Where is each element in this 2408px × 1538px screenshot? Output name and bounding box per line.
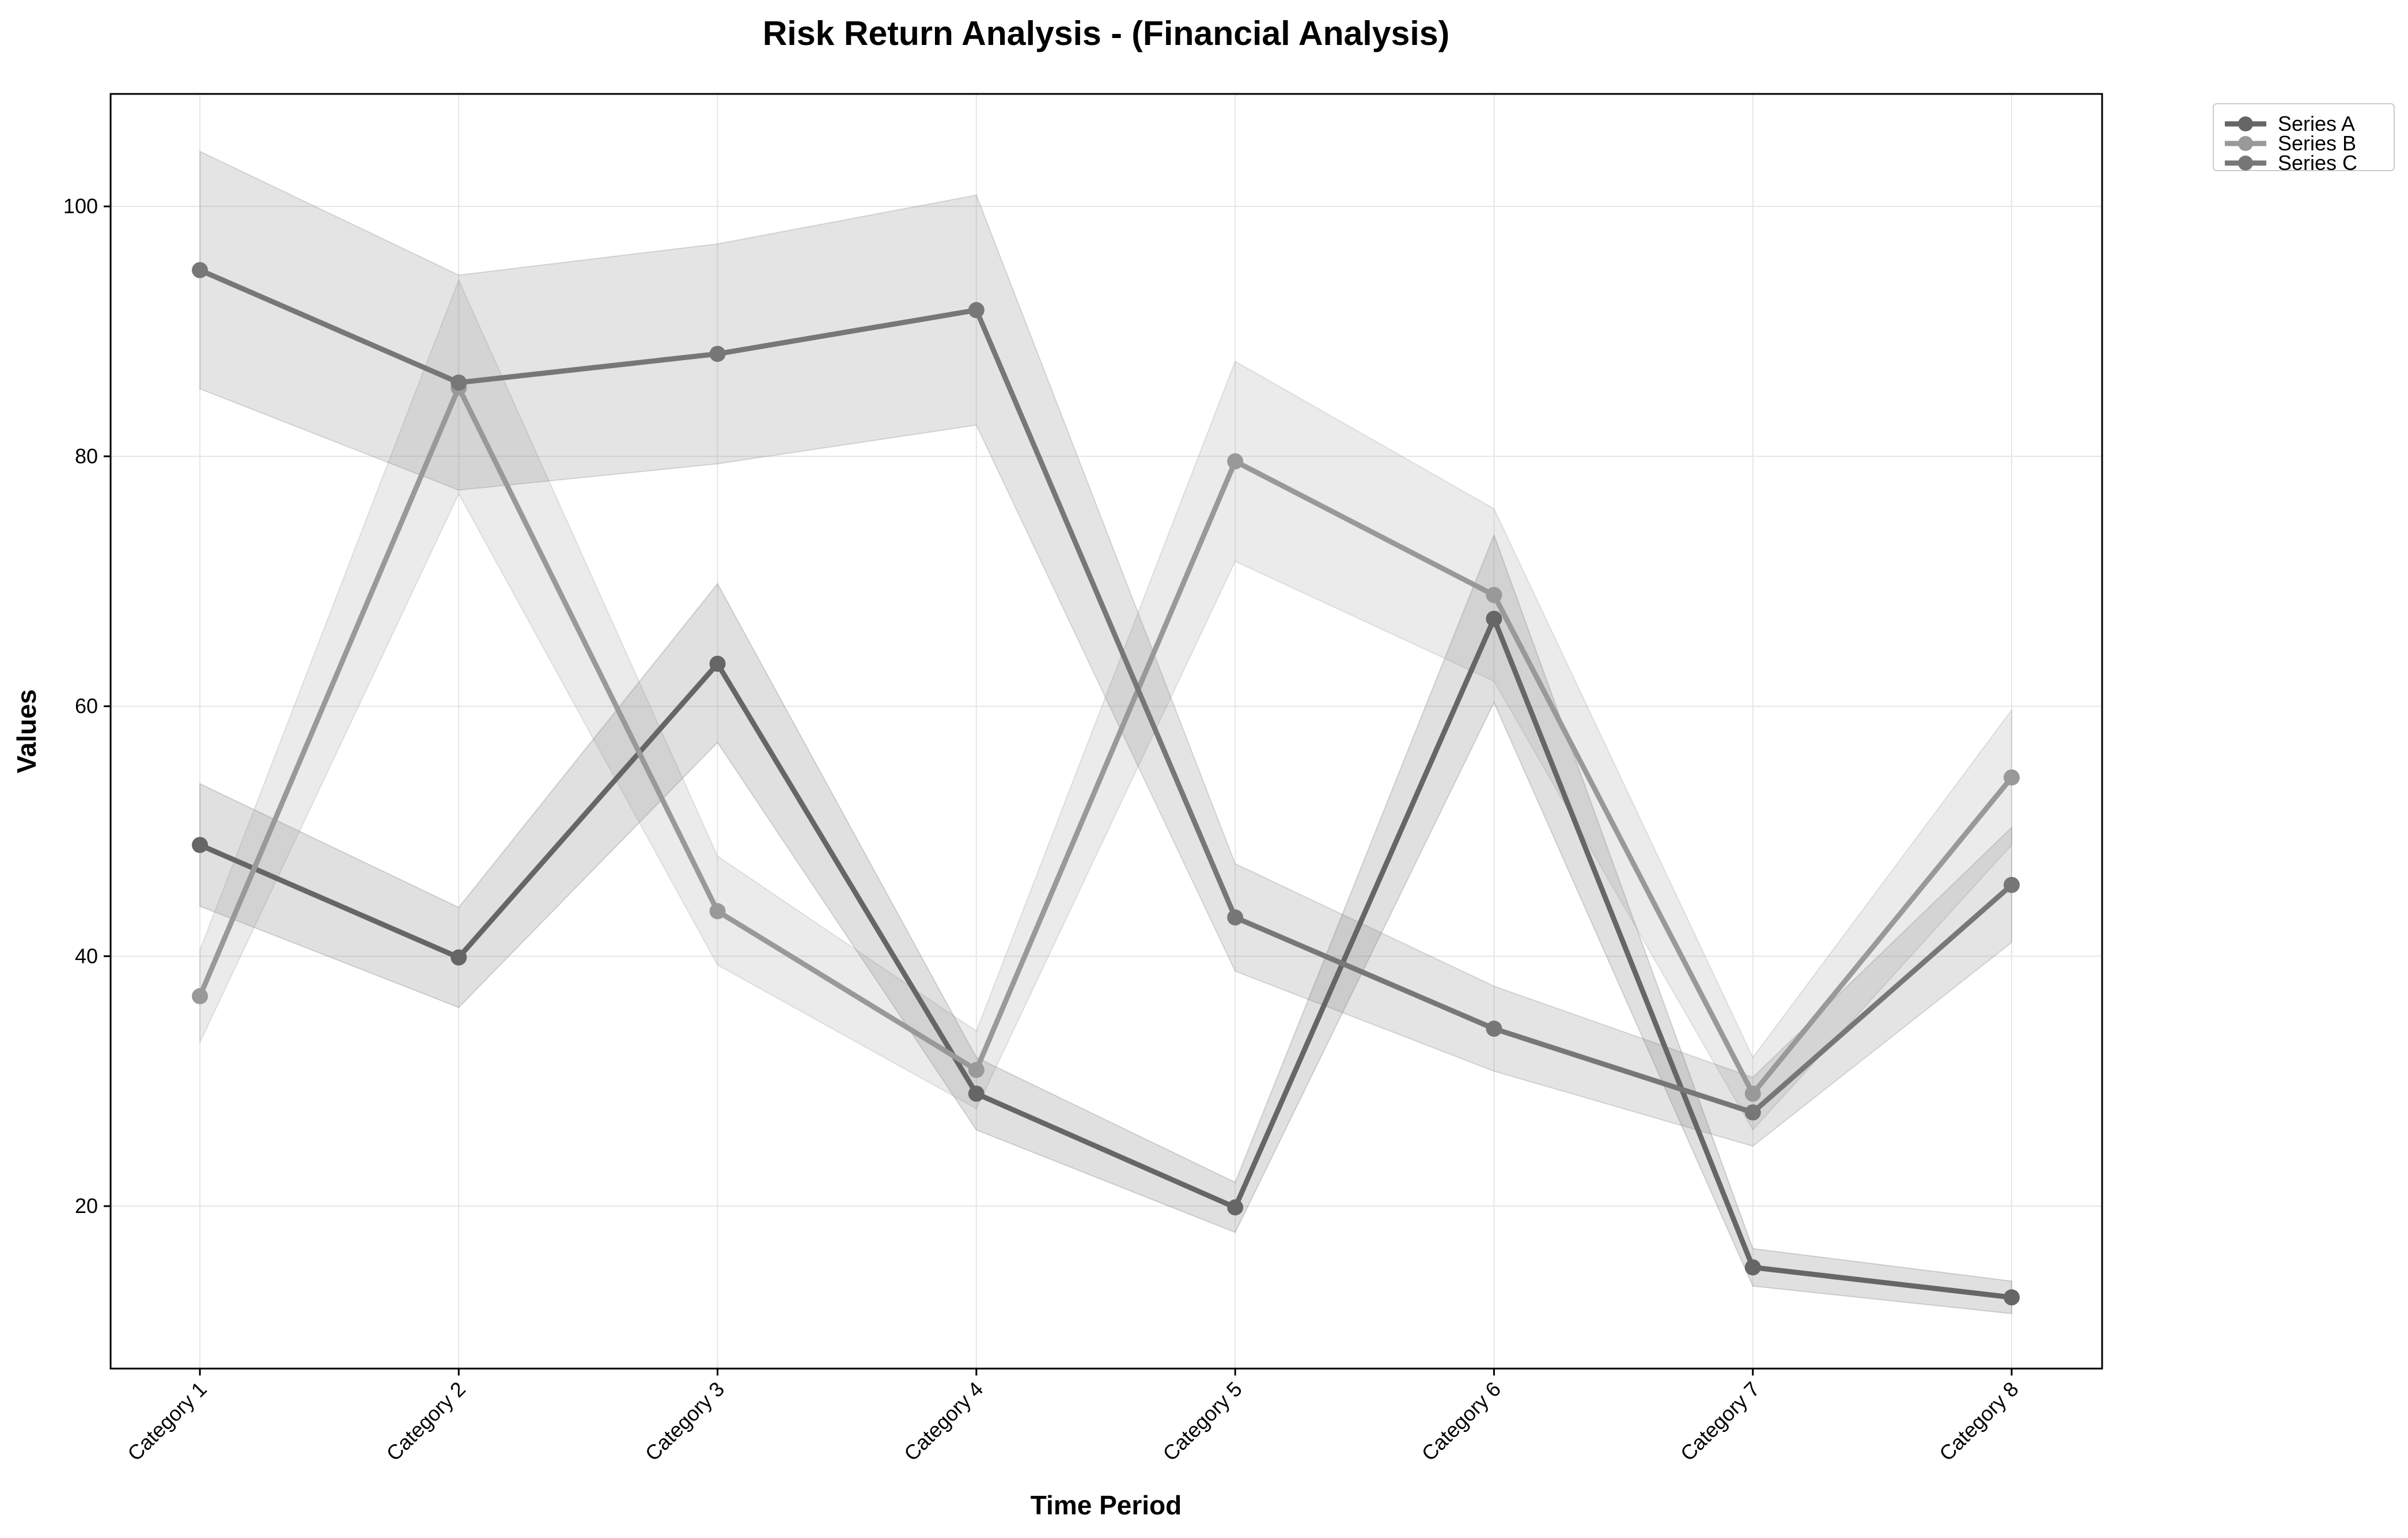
series-c-point xyxy=(192,262,208,278)
x-axis-label: Time Period xyxy=(1031,1490,1182,1520)
series-a-confidence-band xyxy=(199,533,2012,1314)
legend-item-series-a: Series A xyxy=(2225,112,2355,135)
plot-area-frame xyxy=(109,93,2103,1370)
confidence-bands xyxy=(199,150,2012,1314)
legend-swatch-marker xyxy=(2238,136,2253,151)
series-c-point xyxy=(1227,909,1244,926)
series-b-line xyxy=(197,385,2014,1097)
y-tick-label: 40 xyxy=(75,944,98,968)
series-b-point xyxy=(968,1061,985,1078)
series-a-point xyxy=(2004,1289,2020,1306)
series-c-point xyxy=(1486,1021,1502,1037)
y-tick-label: 20 xyxy=(75,1194,98,1218)
y-tick-label: 100 xyxy=(63,194,98,218)
series-a-line xyxy=(199,616,2012,1300)
legend-swatch-marker xyxy=(2238,116,2253,131)
series-a-point xyxy=(1744,1259,1761,1276)
series-a-point xyxy=(968,1085,985,1102)
series-b-point xyxy=(2004,769,2020,786)
series-a-point xyxy=(450,949,467,966)
legend-item-series-b: Series B xyxy=(2225,131,2356,155)
legend-item-series-c: Series C xyxy=(2225,151,2357,175)
legend-swatch-marker xyxy=(2238,156,2253,171)
series-c-confidence-band xyxy=(199,150,2012,1147)
series-b-point xyxy=(709,903,726,920)
y-tick-label: 80 xyxy=(75,444,98,468)
series-c-point xyxy=(1744,1104,1761,1121)
series-c-point xyxy=(450,374,467,391)
series-c-point xyxy=(2004,876,2020,893)
series-lines xyxy=(197,267,2014,1300)
series-a-point xyxy=(1227,1199,1244,1216)
series-b-point xyxy=(1486,587,1502,603)
y-axis-label: Values xyxy=(12,689,41,773)
series-b-point xyxy=(1227,453,1244,470)
y-tick-label: 60 xyxy=(75,694,98,718)
series-c-point xyxy=(709,346,726,362)
series-b-confidence-band xyxy=(199,278,2012,1131)
series-c-line xyxy=(199,267,2013,1115)
series-a-point xyxy=(709,655,726,672)
chart-title: Risk Return Analysis - (Financial Analys… xyxy=(763,14,1449,52)
series-b-point xyxy=(1744,1085,1761,1102)
y-axis-ticks: 20 40 60 80 100 xyxy=(63,194,111,1218)
legend-label: Series C xyxy=(2278,151,2357,175)
series-a-point xyxy=(192,837,208,853)
legend-label: Series B xyxy=(2278,131,2356,155)
series-b-point xyxy=(192,988,208,1004)
series-points xyxy=(192,262,2020,1306)
legend-box xyxy=(2213,103,2395,171)
legend-label: Series A xyxy=(2278,112,2355,135)
series-c-point xyxy=(968,302,985,319)
series-a-point xyxy=(1486,610,1502,627)
